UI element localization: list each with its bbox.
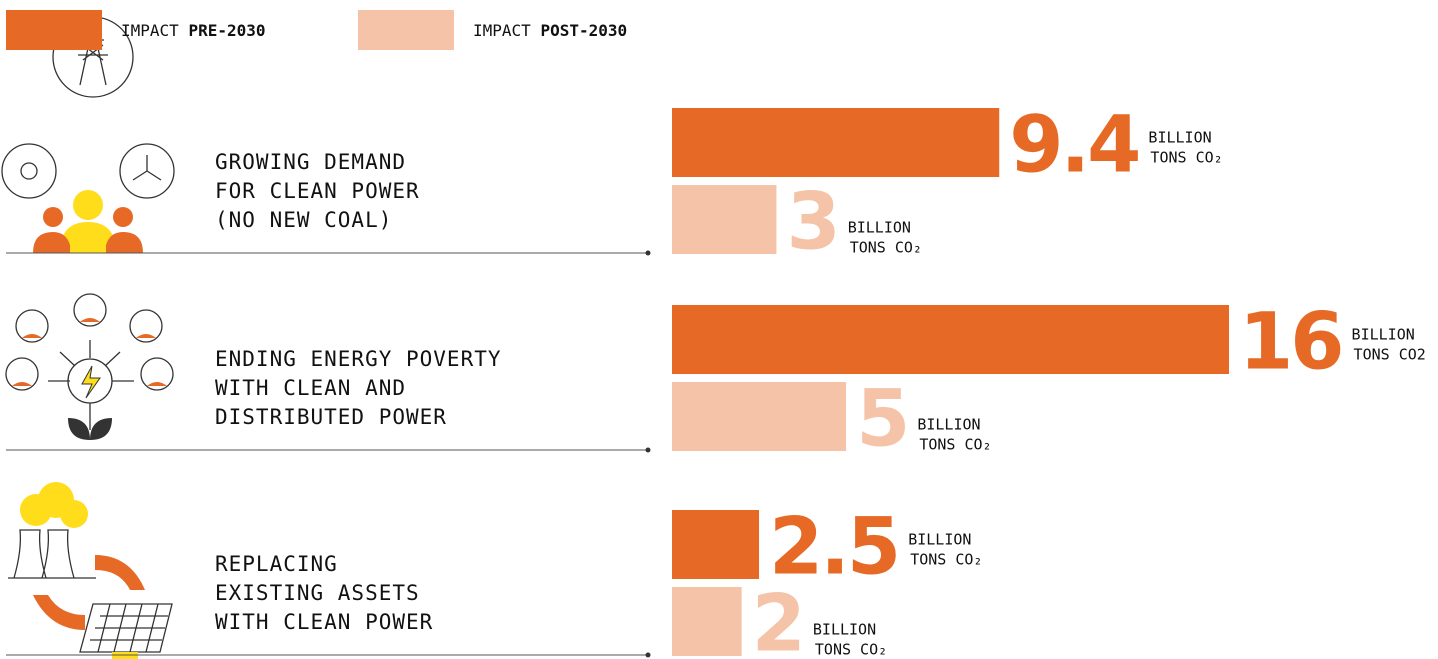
- separator-dot: [645, 652, 651, 658]
- legend-swatch: [6, 10, 102, 50]
- unit-label: TONS CO₂: [850, 239, 922, 257]
- icon-energy: [5, 293, 174, 440]
- unit-label: BILLION: [848, 219, 911, 237]
- unit-label: BILLION: [917, 416, 980, 434]
- value-label: 2.5: [769, 502, 898, 592]
- bar: [672, 510, 760, 579]
- bar: [672, 587, 742, 656]
- icon-power: [1, 16, 175, 253]
- unit-label: TONS CO₂: [1150, 149, 1222, 167]
- legend-label: IMPACT POST-2030: [473, 21, 627, 40]
- value-label: 5: [856, 374, 907, 464]
- value-label: 16: [1239, 297, 1342, 387]
- unit-label: TONS CO₂: [815, 641, 887, 659]
- value-label: 3: [786, 177, 837, 267]
- legend-swatch: [358, 10, 454, 50]
- unit-label: TONS CO₂: [910, 551, 982, 569]
- category-label: DISTRIBUTED POWER: [215, 405, 447, 429]
- unit-label: TONS CO2: [1354, 346, 1426, 364]
- bar: [672, 108, 1000, 177]
- category-label: WITH CLEAN POWER: [215, 610, 433, 634]
- value-label: 2: [752, 579, 803, 659]
- legend-label: IMPACT PRE-2030: [121, 21, 266, 40]
- category-label: REPLACING: [215, 552, 338, 576]
- category-label: FOR CLEAN POWER: [215, 179, 420, 203]
- unit-label: BILLION: [1352, 326, 1415, 344]
- bar: [672, 382, 847, 451]
- unit-label: TONS CO₂: [919, 436, 991, 454]
- unit-label: BILLION: [908, 531, 971, 549]
- category-label: ENDING ENERGY POVERTY: [215, 347, 502, 371]
- category-label: GROWING DEMAND: [215, 150, 406, 174]
- category-label: WITH CLEAN AND: [215, 376, 406, 400]
- unit-label: BILLION: [813, 621, 876, 639]
- unit-label: BILLION: [1148, 129, 1211, 147]
- category-label: EXISTING ASSETS: [215, 581, 420, 605]
- value-label: 9.4: [1009, 100, 1138, 190]
- icon-assets: [8, 482, 173, 659]
- category-label: (NO NEW COAL): [215, 208, 392, 232]
- separator-dot: [645, 250, 651, 256]
- bar: [672, 305, 1229, 374]
- separator-dot: [645, 447, 651, 453]
- bar: [672, 185, 777, 254]
